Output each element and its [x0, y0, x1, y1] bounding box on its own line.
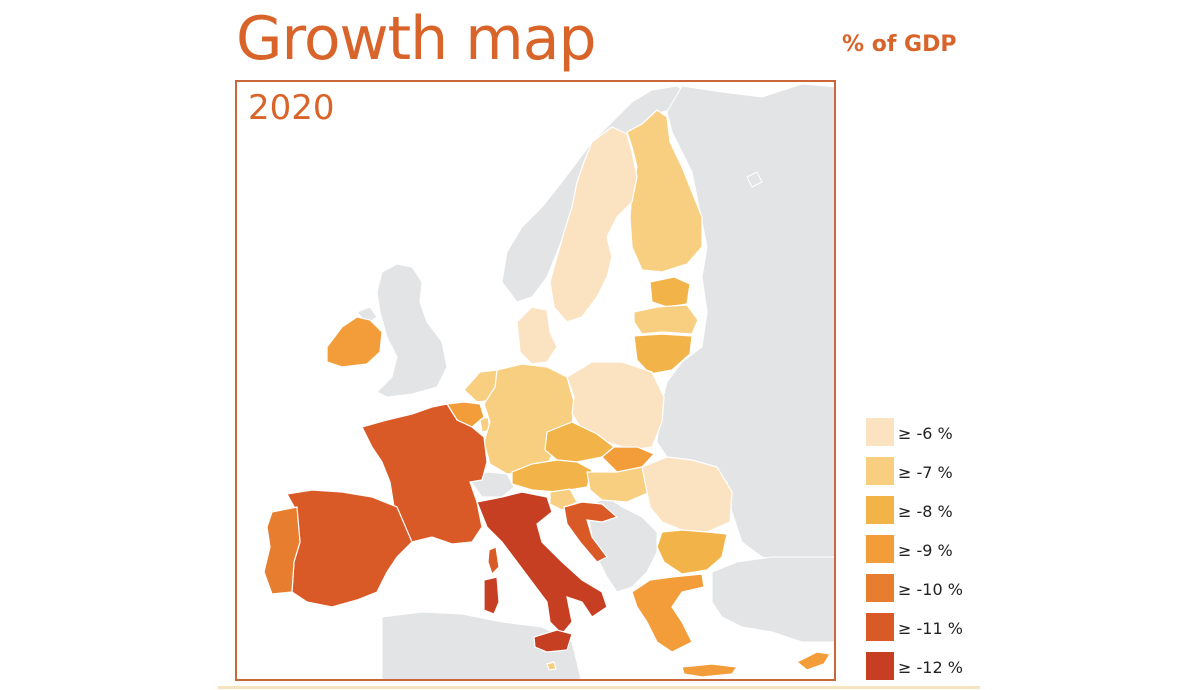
legend-label: ≥ -10 %	[898, 580, 963, 599]
eastern-europe-land	[656, 83, 834, 563]
eu-countries	[263, 109, 831, 678]
country-estonia	[649, 276, 691, 308]
north-africa-land	[381, 611, 582, 679]
uk-land	[376, 263, 448, 398]
country-sweden	[549, 126, 638, 323]
country-portugal	[263, 506, 301, 595]
legend-item: ≥ -12 %	[866, 652, 986, 684]
country-italy-sicily	[533, 629, 573, 653]
legend-label: ≥ -12 %	[898, 658, 963, 677]
legend-swatch	[866, 418, 894, 446]
legend-label: ≥ -6 %	[898, 424, 953, 443]
legend-label: ≥ -11 %	[898, 619, 963, 638]
country-cyprus	[795, 651, 831, 671]
country-spain	[286, 489, 413, 608]
country-bulgaria	[656, 529, 728, 575]
legend-swatch	[866, 535, 894, 563]
country-romania	[641, 456, 733, 533]
legend-swatch	[866, 496, 894, 524]
legend-item: ≥ -6 %	[866, 418, 986, 450]
legend-item: ≥ -11 %	[866, 613, 986, 645]
page-title: Growth map	[236, 4, 597, 74]
legend-swatch	[866, 574, 894, 602]
map-year: 2020	[248, 88, 335, 128]
country-lithuania	[633, 333, 693, 375]
legend-swatch	[866, 457, 894, 485]
unit-label: % of GDP	[842, 32, 957, 57]
legend-item: ≥ -8 %	[866, 496, 986, 528]
country-latvia	[633, 304, 699, 335]
legend-item: ≥ -10 %	[866, 574, 986, 606]
country-greece	[631, 573, 705, 653]
country-france-corsica	[487, 546, 500, 576]
map-frame	[235, 80, 836, 681]
small-island-land	[746, 171, 763, 188]
country-croatia	[563, 501, 619, 563]
country-malta	[546, 661, 557, 671]
country-greece-crete	[681, 663, 739, 678]
legend-item: ≥ -7 %	[866, 457, 986, 489]
country-poland	[566, 361, 665, 451]
country-italy-sardinia	[483, 576, 500, 615]
legend-label: ≥ -9 %	[898, 541, 953, 560]
country-italy	[476, 491, 608, 635]
bottom-divider	[218, 686, 980, 689]
country-ireland	[326, 316, 383, 368]
legend-label: ≥ -7 %	[898, 463, 953, 482]
country-denmark	[516, 306, 558, 365]
europe-map	[263, 83, 834, 679]
legend-swatch	[866, 652, 894, 680]
turkey-land	[711, 556, 834, 643]
legend-item: ≥ -9 %	[866, 535, 986, 567]
legend-swatch	[866, 613, 894, 641]
country-france	[361, 403, 488, 545]
legend-label: ≥ -8 %	[898, 502, 953, 521]
